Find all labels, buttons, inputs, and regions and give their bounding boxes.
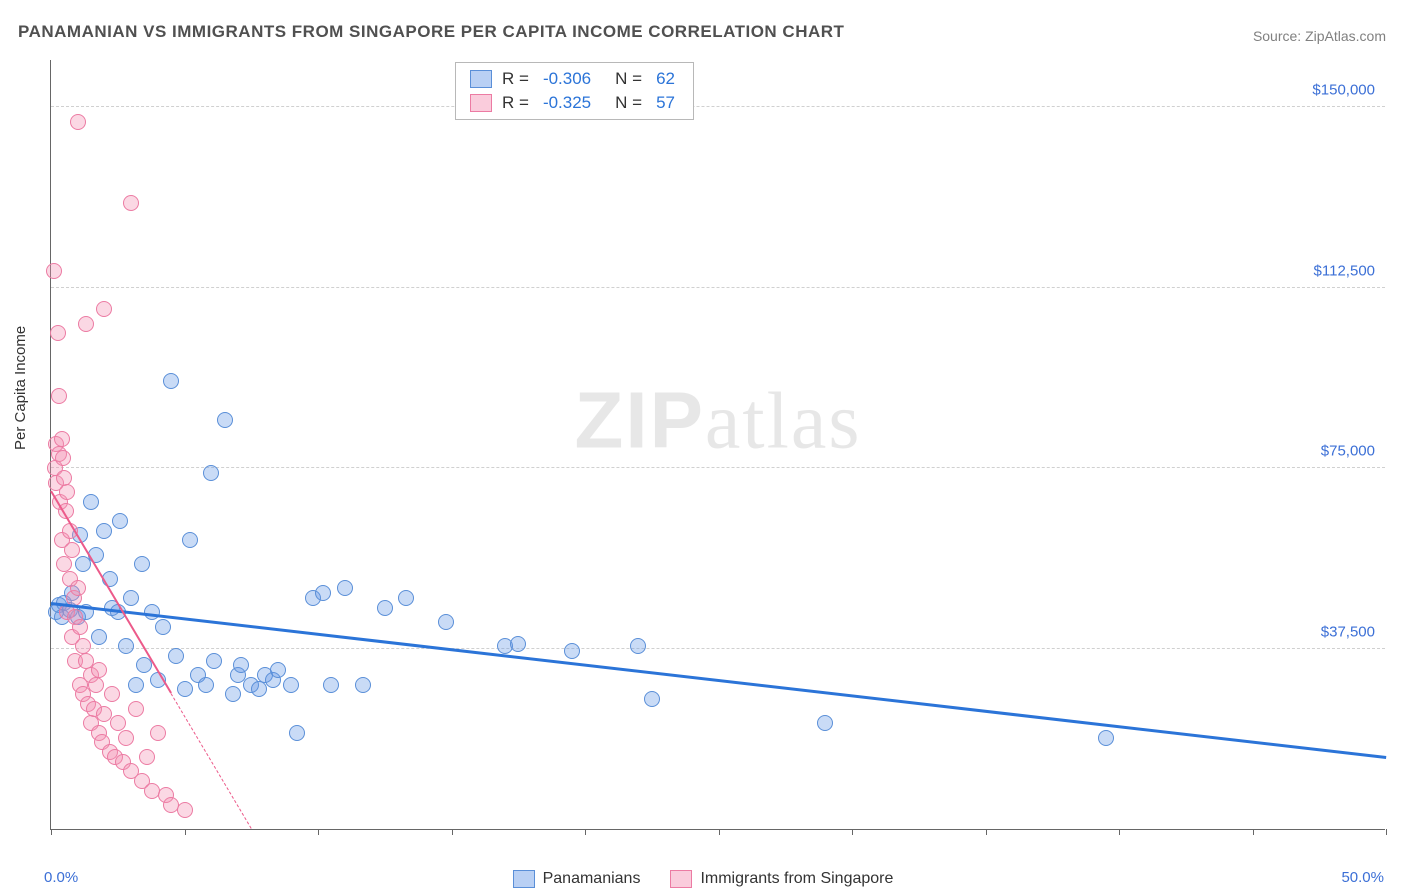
data-point <box>55 450 71 466</box>
x-tick <box>51 829 52 835</box>
x-tick <box>852 829 853 835</box>
data-point <box>177 802 193 818</box>
data-point <box>88 677 104 693</box>
data-point <box>355 677 371 693</box>
y-tick-label: $112,500 <box>1314 262 1375 279</box>
x-tick <box>318 829 319 835</box>
data-point <box>83 494 99 510</box>
data-point <box>104 686 120 702</box>
gridline <box>51 106 1385 107</box>
data-point <box>75 638 91 654</box>
r-value: -0.306 <box>543 69 591 89</box>
data-point <box>203 465 219 481</box>
data-point <box>123 590 139 606</box>
legend-label: Immigrants from Singapore <box>700 870 893 887</box>
y-axis-label: Per Capita Income <box>12 326 29 450</box>
stat-row: R = -0.325N = 57 <box>456 91 693 115</box>
data-point <box>139 749 155 765</box>
x-tick <box>1386 829 1387 835</box>
data-point <box>91 629 107 645</box>
watermark: ZIPatlas <box>574 375 861 468</box>
data-point <box>155 619 171 635</box>
stat-row: R = -0.306N = 62 <box>456 67 693 91</box>
data-point <box>438 614 454 630</box>
x-tick <box>986 829 987 835</box>
data-point <box>168 648 184 664</box>
legend: Panamanians Immigrants from Singapore <box>0 870 1406 888</box>
x-tick <box>585 829 586 835</box>
n-value: 62 <box>656 69 675 89</box>
r-value: -0.325 <box>543 93 591 113</box>
legend-swatch <box>670 870 692 888</box>
data-point <box>78 316 94 332</box>
legend-label: Panamanians <box>543 870 641 887</box>
data-point <box>630 638 646 654</box>
x-tick <box>452 829 453 835</box>
legend-item: Panamanians <box>513 870 641 888</box>
data-point <box>123 195 139 211</box>
data-point <box>56 470 72 486</box>
data-point <box>398 590 414 606</box>
data-point <box>289 725 305 741</box>
gridline <box>51 648 1385 649</box>
data-point <box>128 677 144 693</box>
data-point <box>54 431 70 447</box>
data-point <box>323 677 339 693</box>
data-point <box>91 662 107 678</box>
data-point <box>128 701 144 717</box>
data-point <box>217 412 233 428</box>
data-point <box>59 484 75 500</box>
x-tick <box>1253 829 1254 835</box>
data-point <box>72 619 88 635</box>
data-point <box>51 388 67 404</box>
data-point <box>118 730 134 746</box>
data-point <box>150 725 166 741</box>
data-point <box>377 600 393 616</box>
data-point <box>1098 730 1114 746</box>
data-point <box>46 263 62 279</box>
data-point <box>70 580 86 596</box>
source-attribution: Source: ZipAtlas.com <box>1253 28 1386 44</box>
data-point <box>96 523 112 539</box>
data-point <box>177 681 193 697</box>
data-point <box>50 325 66 341</box>
legend-item: Immigrants from Singapore <box>670 870 893 888</box>
data-point <box>182 532 198 548</box>
data-point <box>644 691 660 707</box>
gridline <box>51 467 1385 468</box>
y-tick-label: $150,000 <box>1312 82 1375 99</box>
data-point <box>337 580 353 596</box>
legend-swatch <box>470 70 492 88</box>
scatter-plot-area: ZIPatlas $37,500 $75,000 $112,500 $150,000 <box>50 60 1385 830</box>
data-point <box>283 677 299 693</box>
data-point <box>64 542 80 558</box>
data-point <box>315 585 331 601</box>
data-point <box>163 373 179 389</box>
data-point <box>270 662 286 678</box>
data-point <box>134 556 150 572</box>
chart-title: PANAMANIAN VS IMMIGRANTS FROM SINGAPORE … <box>18 22 844 42</box>
data-point <box>118 638 134 654</box>
data-point <box>70 114 86 130</box>
y-tick-label: $75,000 <box>1321 443 1375 460</box>
gridline <box>51 287 1385 288</box>
data-point <box>510 636 526 652</box>
data-point <box>564 643 580 659</box>
y-tick-label: $37,500 <box>1321 623 1375 640</box>
x-tick <box>719 829 720 835</box>
data-point <box>112 513 128 529</box>
legend-swatch <box>513 870 535 888</box>
x-tick <box>1119 829 1120 835</box>
data-point <box>206 653 222 669</box>
data-point <box>233 657 249 673</box>
legend-swatch <box>470 94 492 112</box>
data-point <box>198 677 214 693</box>
data-point <box>225 686 241 702</box>
x-tick <box>185 829 186 835</box>
data-point <box>96 301 112 317</box>
n-value: 57 <box>656 93 675 113</box>
correlation-stat-box: R = -0.306N = 62R = -0.325N = 57 <box>455 62 694 120</box>
data-point <box>817 715 833 731</box>
